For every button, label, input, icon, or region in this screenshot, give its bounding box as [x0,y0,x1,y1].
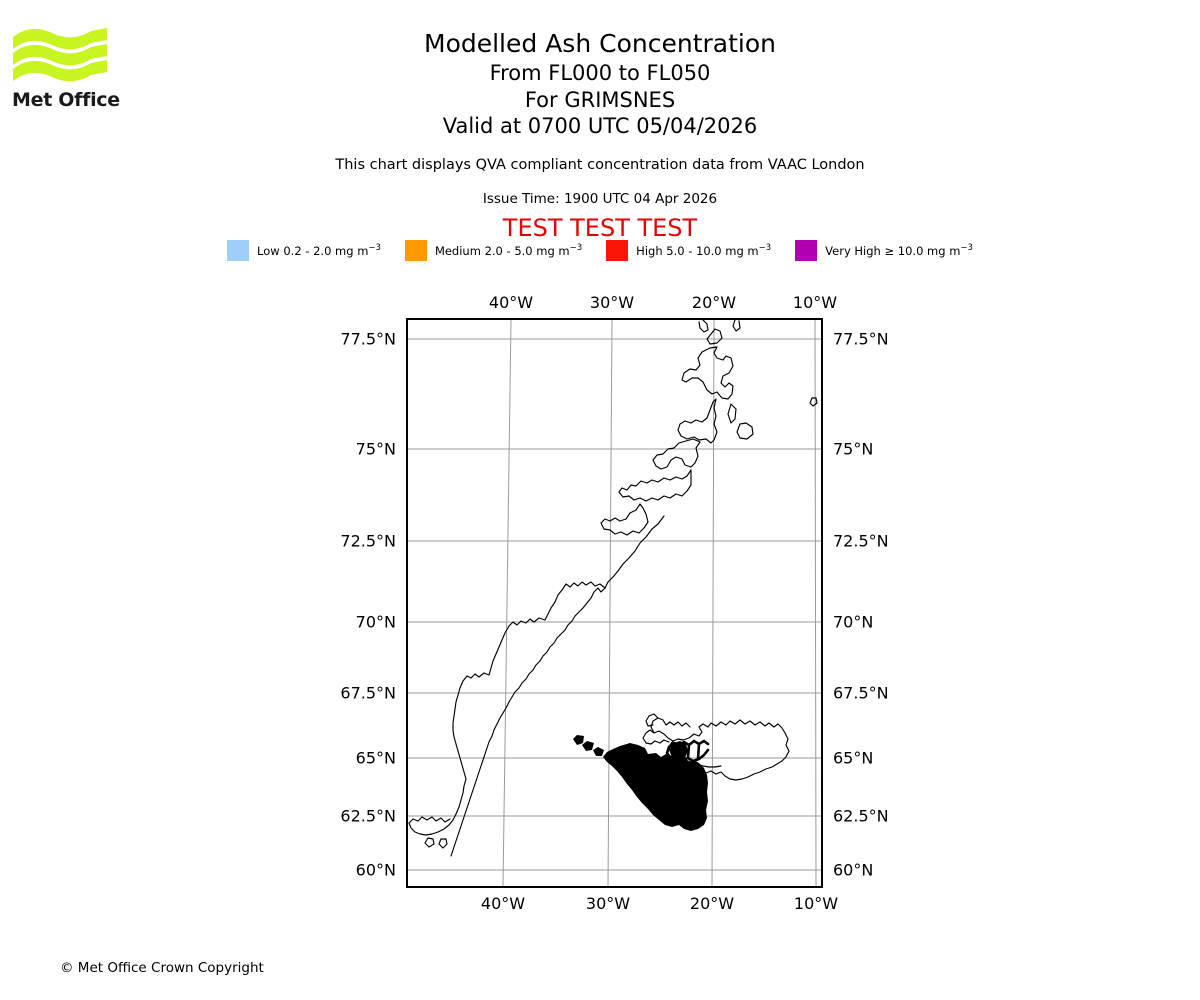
coastline-greenland-inlet-1 [508,617,546,627]
legend-swatch-medium [404,240,427,261]
lat-tick-right-77.5: 77.5°N [833,329,889,349]
coastline-greenland-inlet-2 [488,625,510,676]
lat-tick-left-62.5: 62.5°N [340,806,396,826]
lat-tick-right-72.5: 72.5°N [833,531,889,551]
legend-label-medium: Medium 2.0 - 5.0 mg m−3 [434,243,583,258]
title-block: Modelled Ash Concentration From FL000 to… [0,28,1200,140]
test-banner: TEST TEST TEST [502,214,698,242]
gridline-lon [814,320,817,886]
lon-tick-top-10: 10°W [792,293,838,312]
coastline-greenland-ne [677,398,718,444]
lon-tick-bottom-20: 20°W [689,894,735,913]
lon-tick-top-40: 40°W [488,293,534,312]
lon-tick-top-30: 30°W [589,293,635,312]
map-gridlines [408,320,821,886]
gridline-lon [607,320,613,886]
lon-tick-bottom-30: 30°W [585,894,631,913]
legend-item-high: High 5.0 - 10.0 mg m−3 [606,240,771,261]
coastline-greenland-inlet-4 [452,680,467,780]
lat-tick-right-62.5: 62.5°N [833,806,889,826]
copyright-notice: © Met Office Crown Copyright [60,960,264,976]
concentration-legend: Low 0.2 - 2.0 mg m−3 Medium 2.0 - 5.0 mg… [0,240,1200,261]
lat-tick-right-60: 60°N [833,860,874,880]
legend-label-low: Low 0.2 - 2.0 mg m−3 [257,243,381,258]
coastline-islet-north-b [732,320,741,332]
legend-label-very-high: Very High ≥ 10.0 mg m−3 [825,243,973,258]
coastline-svalbard-sliver [727,403,737,424]
valid-time: Valid at 0700 UTC 05/04/2026 [442,114,758,138]
legend-item-very-high: Very High ≥ 10.0 mg m−3 [795,240,973,261]
coastline-greenland-wiggle-a [565,581,606,589]
legend-item-low: Low 0.2 - 2.0 mg m−3 [227,240,381,261]
page-title: Modelled Ash Concentration [424,29,776,58]
coastline-island-east [736,422,754,440]
lat-tick-left-70: 70°N [355,612,396,632]
flight-level-range: From FL000 to FL050 [489,61,711,85]
volcano-name: For GRIMSNES [524,87,676,112]
lon-tick-bottom-10: 10°W [793,894,839,913]
coastline-islet-east-a [809,397,818,407]
legend-swatch-high [606,240,629,261]
coastline-greenland-peninsula [600,503,649,536]
volcano-source-marker [665,739,710,763]
met-office-logo-text: Met Office [12,89,120,111]
coastline-greenland-south-detail [408,816,451,824]
lat-tick-left-72.5: 72.5°N [340,531,396,551]
lat-tick-left-75: 75°N [355,439,396,459]
coastline-islet-north-a [698,320,709,333]
lat-tick-left-67.5: 67.5°N [340,683,396,703]
lat-tick-left-60: 60°N [355,860,396,880]
legend-item-medium: Medium 2.0 - 5.0 mg m−3 [404,240,583,261]
coastline-iceland-nw-fjords [650,717,691,734]
coastline-islet-north-c [706,328,723,345]
lat-tick-left-77.5: 77.5°N [340,329,396,349]
legend-label-high: High 5.0 - 10.0 mg m−3 [636,243,772,258]
map-plot-area[interactable] [406,318,823,888]
lat-tick-right-67.5: 67.5°N [833,683,889,703]
coastline-layer [408,320,818,857]
coastline-greenland-south-islet-a [424,837,435,848]
lat-tick-right-65: 65°N [833,748,874,768]
ash-plume-very-high [642,760,691,813]
coastline-greenland-inlet-3 [462,672,490,682]
coastline-iceland-nw-tip [645,713,659,727]
lat-tick-right-70: 70°N [833,612,874,632]
legend-swatch-low [227,240,250,261]
ash-plume-layer [573,735,708,831]
map-canvas [408,320,821,886]
coastline-greenland-fjords-2 [618,469,692,502]
coastline-greenland-south-islet-b [438,838,448,849]
lat-tick-left-65: 65°N [355,748,396,768]
gridline-lon [502,320,512,886]
legend-swatch-very-high [795,240,818,261]
gridline-lon [711,320,715,886]
coastline-iceland-nw-peninsula [642,729,674,745]
coastline-greenland-south-tip [408,778,467,836]
lon-tick-top-20: 20°W [691,293,737,312]
met-office-wave-icon [13,28,107,82]
issue-time: Issue Time: 1900 UTC 04 Apr 2026 [482,191,718,207]
map-frame [406,318,823,888]
coastline-greenland-east-main [450,515,665,857]
lon-tick-bottom-40: 40°W [480,894,526,913]
coastline-svalbard-main [681,346,734,400]
coastline-greenland-wiggle-b [544,583,567,621]
lat-tick-right-75: 75°N [833,439,874,459]
coastline-greenland-fjords-1 [652,438,701,470]
met-office-logo: Met Office [12,26,122,118]
qva-note: This chart displays QVA compliant concen… [335,157,865,173]
